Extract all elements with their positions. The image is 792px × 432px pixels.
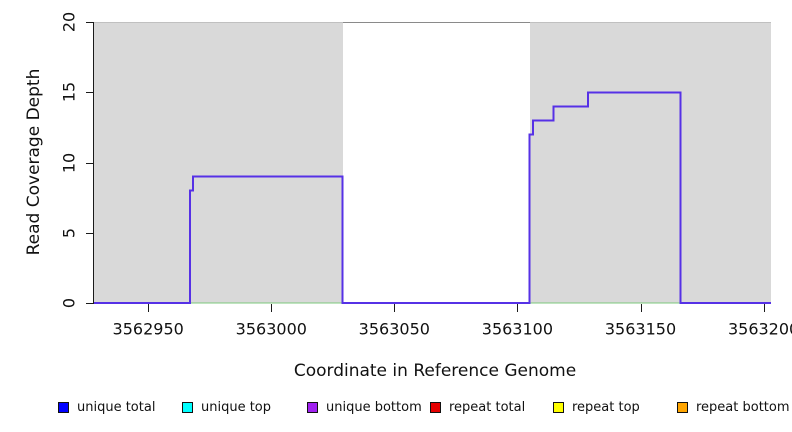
legend-label: repeat top	[572, 400, 640, 415]
gap-top-line	[342, 22, 530, 23]
y-tick-label: 20	[59, 11, 79, 33]
series-layer	[94, 91, 771, 304]
legend-swatch-unique-bottom	[307, 402, 318, 413]
legend-item: unique bottom	[307, 400, 422, 415]
legend-swatch-unique-total	[58, 402, 69, 413]
legend-item: repeat bottom	[677, 400, 790, 415]
x-tick	[763, 304, 765, 312]
x-tick-label: 3563000	[235, 319, 307, 339]
x-tick-label: 3563050	[358, 319, 430, 339]
y-tick-label: 15	[59, 82, 79, 103]
legend-item: repeat total	[430, 400, 525, 415]
legend-swatch-unique-top	[182, 402, 193, 413]
legend-label: unique bottom	[326, 400, 422, 415]
legend-label: repeat total	[449, 400, 526, 415]
y-tick	[86, 22, 94, 23]
legend-label: repeat bottom	[696, 400, 790, 415]
legend-swatch-repeat-total	[430, 402, 441, 413]
x-tick	[517, 304, 519, 312]
y-tick	[86, 303, 94, 304]
x-tick-label: 3563150	[604, 319, 677, 339]
y-tick-label: 10	[59, 152, 79, 173]
y-tick-label: 5	[59, 227, 79, 238]
y-tick-label: 0	[59, 297, 79, 309]
x-tick-label: 3563100	[481, 319, 554, 339]
legend-swatch-repeat-top	[553, 402, 564, 413]
y-tick	[86, 232, 94, 234]
plot-area	[94, 22, 771, 304]
x-tick-label: 3562950	[112, 319, 184, 339]
legend-swatch-repeat-bottom	[677, 402, 688, 413]
x-tick-label: 3563200	[727, 319, 792, 339]
y-tick	[86, 162, 94, 164]
y-axis-title: Read Coverage Depth	[24, 68, 44, 256]
y-tick	[86, 92, 94, 94]
legend-item: unique top	[182, 400, 271, 415]
shaded-region	[529, 22, 771, 303]
shaded-region	[94, 22, 343, 303]
x-tick	[394, 304, 396, 312]
x-tick	[148, 304, 150, 312]
unique-bottom-coverage-line	[94, 91, 771, 304]
x-axis-title: Coordinate in Reference Genome	[293, 361, 577, 381]
legend-item: unique total	[58, 400, 155, 415]
legend-item: repeat top	[553, 400, 640, 415]
x-tick	[640, 304, 642, 312]
legend-label: unique total	[77, 400, 156, 415]
legend-label: unique top	[201, 400, 272, 415]
x-tick	[271, 304, 273, 312]
